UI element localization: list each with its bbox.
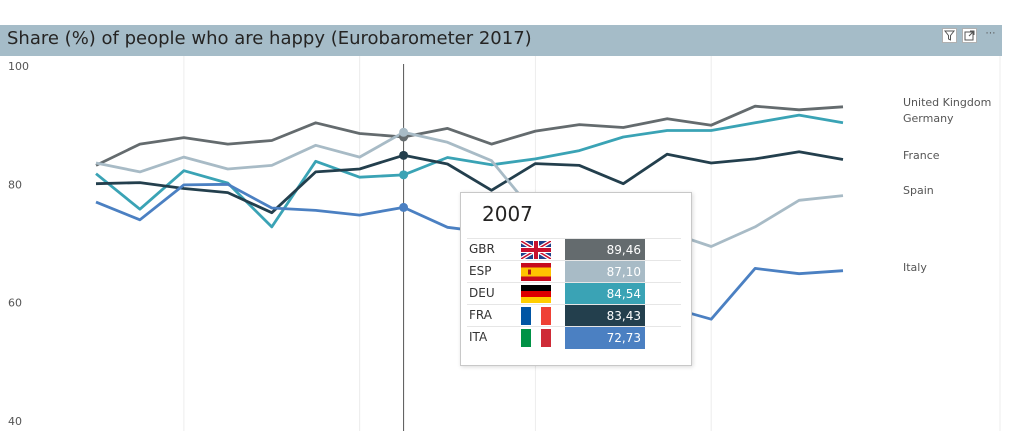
ita-flag-icon — [521, 329, 551, 347]
tooltip-row-esp: ESP 87,10 — [467, 260, 681, 283]
y-tick-label: 100 — [8, 60, 29, 73]
deu-flag-icon — [521, 285, 551, 303]
tooltip-row-fra: FRA 83,43 — [467, 304, 681, 327]
series-line-germany — [95, 113, 844, 229]
tooltip-year: 2007 — [482, 202, 533, 226]
tooltip-code: ITA — [469, 330, 488, 344]
focus-mode-icon[interactable] — [962, 28, 977, 43]
series-line-united-kingdom — [95, 104, 844, 167]
tooltip-row-ita: ITA 72,73 — [467, 326, 681, 349]
tooltip-value: 87,10 — [565, 261, 645, 283]
y-tick-label: 80 — [8, 178, 22, 191]
more-options-icon[interactable]: ⋯ — [985, 28, 996, 39]
y-tick-label: 40 — [8, 415, 22, 428]
tooltip-value: 84,54 — [565, 283, 645, 305]
highlight-point — [399, 170, 409, 180]
highlight-point — [399, 127, 409, 137]
tooltip: 2007 GBR 89,46 ESP 87,10 — [460, 192, 692, 366]
tooltip-code: FRA — [469, 308, 492, 322]
chart-title: Share (%) of people who are happy (Eurob… — [7, 28, 532, 49]
tooltip-value: 83,43 — [565, 305, 645, 327]
fra-flag-icon — [521, 307, 551, 325]
y-tick-label: 60 — [8, 297, 22, 310]
highlight-point — [399, 150, 409, 160]
gbr-flag-icon — [521, 241, 551, 259]
series-label: France — [903, 149, 940, 162]
visual-header: Share (%) of people who are happy (Eurob… — [0, 25, 1002, 56]
tooltip-value: 72,73 — [565, 327, 645, 349]
series-line-spain — [95, 130, 844, 248]
tooltip-value: 89,46 — [565, 239, 645, 261]
tooltip-row-deu: DEU 84,54 — [467, 282, 681, 305]
tooltip-code: DEU — [469, 286, 495, 300]
filter-icon[interactable] — [942, 28, 957, 43]
series-label: United Kingdom — [903, 96, 991, 109]
series-line-france — [95, 150, 844, 215]
tooltip-code: ESP — [469, 264, 492, 278]
series-label: Spain — [903, 184, 934, 197]
esp-flag-icon — [521, 263, 551, 281]
tooltip-code: GBR — [469, 242, 495, 256]
tooltip-row-gbr: GBR 89,46 — [467, 238, 681, 261]
series-label: Germany — [903, 112, 954, 125]
highlight-point — [399, 202, 409, 212]
series-label: Italy — [903, 261, 927, 274]
line-chart: 40 60 80 100 United Kingdom Germany France Spai… — [8, 56, 1001, 431]
